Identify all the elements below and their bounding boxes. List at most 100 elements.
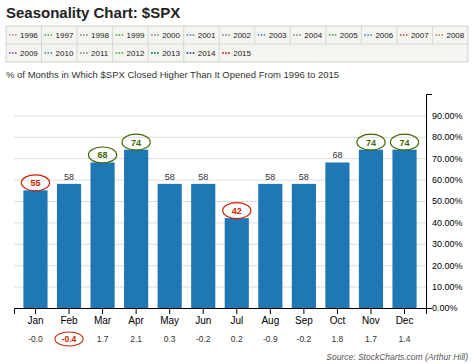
x-tick: Jun [195,308,211,326]
x-tick-label: Oct [330,315,346,326]
legend-item: 2012 [113,44,145,62]
y-tick: 90.00% [14,111,463,121]
x-tick-mark [35,308,36,314]
bar [325,162,349,308]
legend-marker [9,34,18,36]
legend-separator [432,26,433,44]
highlight-circle [223,203,251,219]
legend-separator [254,26,255,44]
legend-separator [325,26,326,44]
highlight-circle [55,332,83,346]
legend-item: 1999 [113,26,145,44]
y-axis: 0.00%10.00%20.00%30.00%40.00%50.00%60.00… [14,95,463,314]
legend-item: 1998 [77,26,109,44]
highlight-circle [122,134,150,150]
legend-separator [77,26,78,44]
y-tick-label: 0.00% [432,303,458,313]
x-tick: Feb [60,308,78,326]
highlight-circle [357,134,385,150]
x-tick-mark [236,308,237,314]
legend-label: 2004 [304,31,322,40]
y-tick-label: 70.00% [432,154,463,164]
legend-marker [80,34,89,36]
x-tick-mark [102,308,103,314]
x-tick-mark [404,308,405,314]
x-tick-label: Jun [195,315,211,326]
x-tick: Dec [396,308,414,326]
legend-item: 2010 [42,44,74,62]
x-tick-label: Sep [295,315,313,326]
legend-separator [77,44,78,62]
legend-item: 2006 [361,26,393,44]
subtitle: % of Months in Which $SPX Closed Higher … [6,69,339,80]
bar [90,162,114,308]
bar [23,190,47,308]
data-label: 58 [165,172,175,182]
avg-return-label: -0.9 [263,334,278,344]
legend-marker [116,52,125,54]
legend-item: 2015 [219,44,251,62]
legend-item: 1997 [42,26,74,44]
legend-marker [258,34,267,36]
avg-return-label: 1.4 [399,334,411,344]
legend-marker [364,34,373,36]
legend-separator [183,26,184,44]
legend-marker [293,34,302,36]
legend-item: 2007 [397,26,429,44]
legend-marker [435,34,444,36]
x-tick: Mar [94,308,112,326]
legend-marker [400,34,409,36]
legend-item: 2003 [255,26,287,44]
highlight-circle [88,147,116,163]
data-label: 74 [400,138,410,148]
legend-marker [187,34,196,36]
avg-return-label: -0.2 [297,334,312,344]
legend-marker [222,52,231,54]
legend-marker [80,52,89,54]
legend-separator [183,44,184,62]
legend-item: 1996 [9,31,38,40]
grid-line [14,115,426,116]
legend-separator [219,44,220,62]
y-tick-label: 10.00% [432,282,463,292]
legend-item: 2009 [9,49,38,58]
avg-return-label: 2.1 [130,334,142,344]
legend-separator [219,26,220,44]
x-tick-label: May [160,315,179,326]
bar [57,184,81,308]
x-tick-mark [136,308,137,314]
y-tick-label: 80.00% [432,132,463,142]
data-label: 58 [64,172,74,182]
y-tick: 80.00% [14,132,463,142]
data-label: 55 [30,178,40,188]
x-tick-label: Jul [230,315,243,326]
x-tick: Sep [295,308,313,326]
y-tick-label: 50.00% [432,196,463,206]
bar [359,150,383,308]
legend-label: 2015 [233,49,251,58]
y-tick-label: 60.00% [432,175,463,185]
x-tick: Oct [330,308,346,326]
bar [225,218,249,308]
highlight-circle [390,134,418,150]
legend-label: 2014 [198,49,216,58]
legend-label: 1998 [91,31,109,40]
y-tick-label: 90.00% [432,111,463,121]
data-label: 58 [198,172,208,182]
legend-separator [112,44,113,62]
x-tick-mark [270,308,271,314]
data-labels: 555868745858425858687474 [21,134,418,218]
x-tick: Aug [261,308,279,326]
avg-return-label: 1.7 [365,334,377,344]
legend-marker [222,34,231,36]
legend-separator [41,44,42,62]
legend-marker [116,34,125,36]
legend-item: 2005 [326,26,358,44]
legend-marker [45,34,54,36]
legend-item: 2014 [184,44,216,62]
legend-item: 2013 [148,44,180,62]
legend-label: 2006 [375,31,393,40]
legend-label: 2012 [127,49,145,58]
x-tick: Nov [362,308,380,326]
bar [258,184,282,308]
